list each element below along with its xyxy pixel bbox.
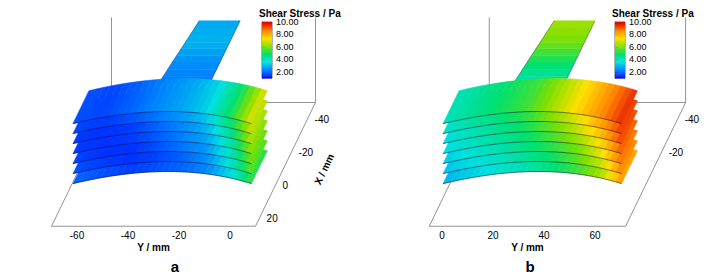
svg-text:Y / mm: Y / mm [511, 242, 544, 253]
svg-text:0: 0 [227, 230, 233, 241]
svg-text:6.00: 6.00 [629, 42, 647, 52]
svg-text:6.00: 6.00 [276, 42, 294, 52]
svg-text:2.00: 2.00 [276, 67, 294, 77]
svg-text:2.00: 2.00 [629, 67, 647, 77]
svg-text:0: 0 [439, 230, 445, 241]
svg-text:0: 0 [283, 180, 289, 191]
svg-text:-20: -20 [172, 230, 187, 241]
svg-text:8.00: 8.00 [276, 29, 294, 39]
svg-text:-60: -60 [70, 230, 85, 241]
svg-text:4.00: 4.00 [629, 54, 647, 64]
svg-text:4.00: 4.00 [276, 54, 294, 64]
svg-text:60: 60 [589, 230, 601, 241]
svg-text:8.00: 8.00 [629, 29, 647, 39]
svg-text:20: 20 [267, 213, 279, 224]
svg-text:X / mm: X / mm [312, 152, 336, 186]
svg-text:a: a [171, 258, 180, 275]
svg-text:20: 20 [487, 230, 499, 241]
svg-text:40: 40 [538, 230, 550, 241]
svg-text:Shear Stress / Pa: Shear Stress / Pa [612, 8, 694, 19]
svg-text:10.00: 10.00 [629, 17, 652, 27]
svg-text:b: b [525, 258, 534, 275]
svg-text:-20: -20 [299, 147, 314, 158]
svg-text:10.00: 10.00 [276, 17, 299, 27]
svg-text:Y / mm: Y / mm [137, 242, 170, 253]
svg-text:-40: -40 [685, 114, 700, 125]
svg-text:Shear Stress / Pa: Shear Stress / Pa [259, 8, 341, 19]
svg-text:-20: -20 [669, 147, 684, 158]
svg-text:-40: -40 [315, 114, 330, 125]
svg-text:-40: -40 [121, 230, 136, 241]
